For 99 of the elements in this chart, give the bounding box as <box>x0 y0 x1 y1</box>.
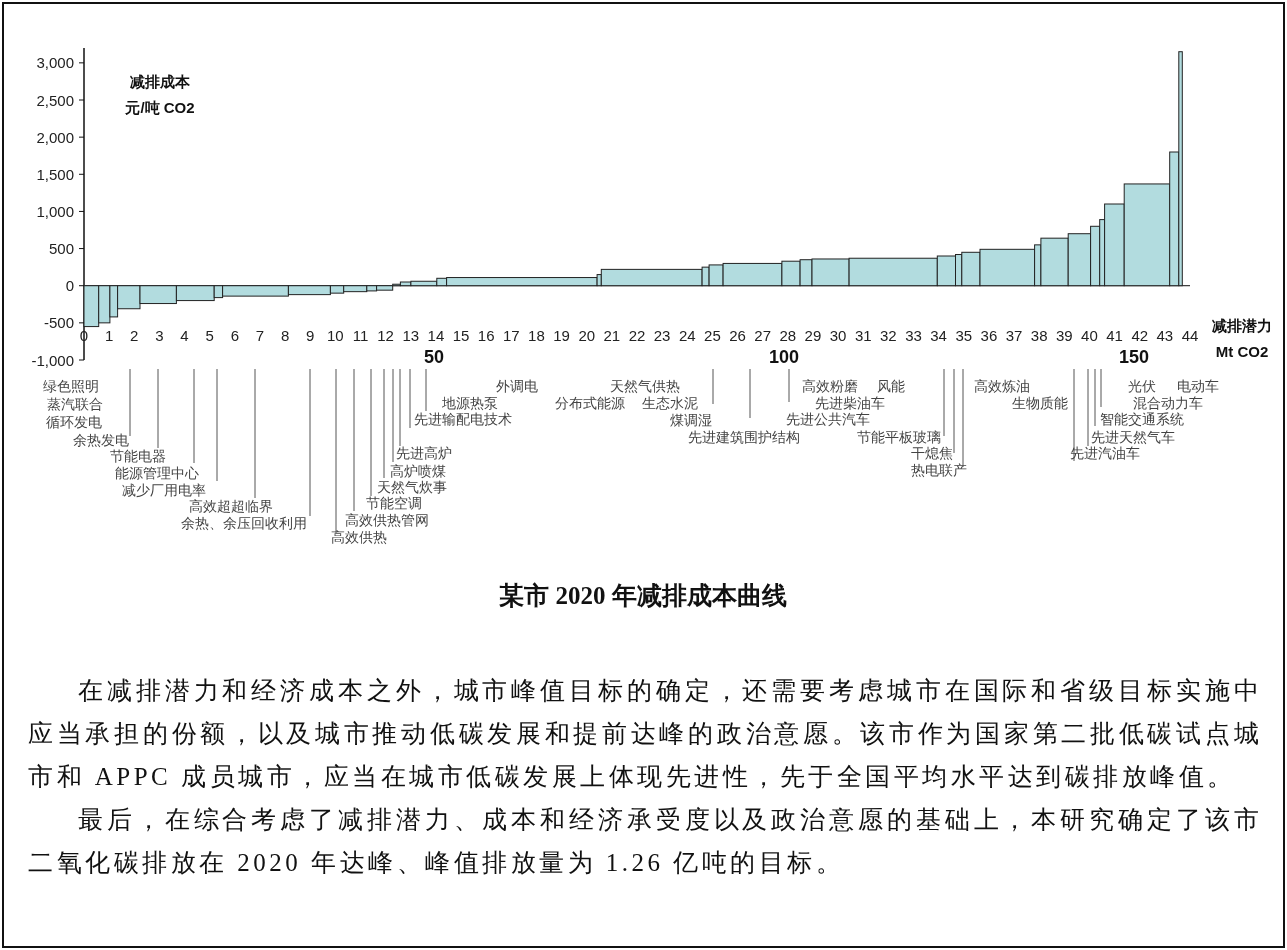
text: 高效供热管网 <box>345 512 429 528</box>
x2-tick-label: 1 <box>104 327 114 345</box>
text: 地源热泵 <box>441 395 498 411</box>
x2-tick-label: 17 <box>502 327 520 345</box>
text: 光伏 <box>1128 378 1156 394</box>
x2-tick-label: 27 <box>754 327 772 345</box>
text: 高效供热 <box>331 529 387 545</box>
x2-tick-label: 42 <box>1131 327 1149 345</box>
x-tick-label: 150 <box>1118 346 1150 367</box>
text: 循环发电 <box>46 414 102 430</box>
x2-tick-label: 25 <box>704 327 721 345</box>
text: 余热、余压回收利用 <box>181 515 307 531</box>
x2-tick-label: 15 <box>452 327 470 345</box>
text: 最后，在综合考虑了减排潜力、成本和经济承受度以及政治意愿的基础上，本研究确定了该市二氧化碳排放在 2020 年达峰、峰值排放量为 1.26 亿吨的目标。 <box>28 805 1262 878</box>
text: 减少厂用电率 <box>122 482 206 498</box>
text: 混合动力车 <box>1133 395 1203 411</box>
x2-tick-label: 35 <box>955 327 973 345</box>
y-tick-label: 3,000 <box>36 54 74 72</box>
x2-tick-label: 21 <box>603 327 621 345</box>
x-tick-label: 50 <box>423 346 445 367</box>
text: 节能电器 <box>110 448 166 464</box>
x2-tick-label: 16 <box>477 327 495 345</box>
text: 先进建筑围护结构 <box>688 429 800 445</box>
x2-tick-label: 30 <box>829 327 847 345</box>
y-axis-title: 减排成本元/吨 CO2 <box>124 73 195 116</box>
x2-tick-label: 24 <box>678 327 696 345</box>
text: 先进汽油车 <box>1070 445 1140 461</box>
x2-tick-label: 3 <box>155 327 164 345</box>
y-tick-label: 1,000 <box>36 202 74 220</box>
text: 先进公共汽车 <box>786 411 870 427</box>
x2-tick-label: 40 <box>1081 327 1098 345</box>
text: 干熄焦 <box>911 445 953 461</box>
x2-tick-label: 43 <box>1156 327 1174 345</box>
y-tick-label: -1,000 <box>31 351 74 369</box>
text: 天然气炊事 <box>377 479 447 495</box>
x2-tick-label: 23 <box>653 327 671 345</box>
x2-tick-label: 38 <box>1030 327 1048 345</box>
text: 电动车 <box>1177 378 1219 394</box>
text: 智能交通系统 <box>1100 411 1184 427</box>
y-tick-label: 0 <box>65 277 74 295</box>
text: 高效炼油 <box>974 378 1030 394</box>
x2-tick-label: 22 <box>628 327 646 345</box>
text: 节能平板玻璃 <box>857 429 941 445</box>
text: 先进柴油车 <box>815 395 885 411</box>
text: 能源管理中心 <box>115 465 199 481</box>
text: 余热发电 <box>73 432 129 448</box>
text: 生物质能 <box>1012 395 1068 411</box>
x2-tick-label: 29 <box>804 327 822 345</box>
text: 绿色照明 <box>43 378 99 394</box>
x2-tick-label: 7 <box>255 327 265 345</box>
y-tick-label: 2,500 <box>36 91 74 109</box>
text: 风能 <box>877 378 905 394</box>
x2-tick-label: 14 <box>427 327 445 345</box>
y-tick-label: 1,500 <box>36 165 74 183</box>
text: 先进输配电技术 <box>414 411 512 427</box>
x2-tick-label: 39 <box>1055 327 1073 345</box>
text: 高效粉磨 <box>802 378 858 394</box>
x2-tick-label: 18 <box>528 327 545 345</box>
text: 高效超超临界 <box>189 498 273 514</box>
text: 某市 2020 年减排成本曲线 <box>499 581 787 609</box>
y-tick-label: 2,000 <box>36 128 74 146</box>
x-tick-label: 100 <box>768 346 800 367</box>
x2-tick-label: 32 <box>880 327 897 345</box>
x2-tick-label: 13 <box>402 327 420 345</box>
x2-tick-label: 6 <box>230 327 239 345</box>
text: 蒸汽联合 <box>47 396 103 412</box>
x2-tick-label: 26 <box>729 327 746 345</box>
x2-tick-label: 34 <box>930 327 947 345</box>
x2-tick-label: 4 <box>180 327 189 345</box>
x2-tick-label: 37 <box>1005 327 1023 345</box>
x2-tick-label: 31 <box>854 327 872 345</box>
x2-tick-label: 20 <box>578 327 596 345</box>
x2-tick-label: 28 <box>779 327 797 345</box>
x2-tick-label: 36 <box>980 327 998 345</box>
text: 在减排潜力和经济成本之外，城市峰值目标的确定，还需要考虑城市在国际和省级目标实施中应当承担的份额，以及城市推动低碳发展和提前达峰的政治意愿。该市作为国家第二批低碳试点城市和 APPC 成员城市，应当在城市低碳发展上体现先进性，先于全国平均水平达到碳排放峰值。 <box>28 676 1262 792</box>
text: 高炉喷煤 <box>390 463 446 479</box>
x2-tick-label: 41 <box>1106 327 1123 345</box>
text: 热电联产 <box>911 462 967 478</box>
text: 先进高炉 <box>396 445 452 461</box>
x2-tick-label: 9 <box>306 327 315 345</box>
x2-tick-label: 33 <box>905 327 922 345</box>
x2-tick-label: 44 <box>1181 327 1199 345</box>
text: 节能空调 <box>366 495 422 511</box>
text: 分布式能源 <box>555 395 625 411</box>
text: 先进天然气车 <box>1091 429 1175 445</box>
text: 天然气供热 <box>610 378 680 394</box>
x-axis-title: 减排潜力 Mt CO2 <box>1212 317 1272 360</box>
text: 外调电 <box>496 378 538 394</box>
x2-tick-label: 19 <box>553 327 570 345</box>
x2-tick-label: 2 <box>130 327 139 345</box>
x2-tick-label: 10 <box>327 327 344 345</box>
y-tick-label: 500 <box>48 240 74 258</box>
x2-tick-label: 5 <box>205 327 214 345</box>
y-tick-label: -500 <box>43 314 74 332</box>
text: 煤调湿 <box>670 412 712 428</box>
x2-tick-label: 12 <box>377 327 394 345</box>
x2-tick-label: 8 <box>280 327 290 345</box>
x2-tick-label: 11 <box>352 327 369 345</box>
text: 生态水泥 <box>642 395 698 411</box>
